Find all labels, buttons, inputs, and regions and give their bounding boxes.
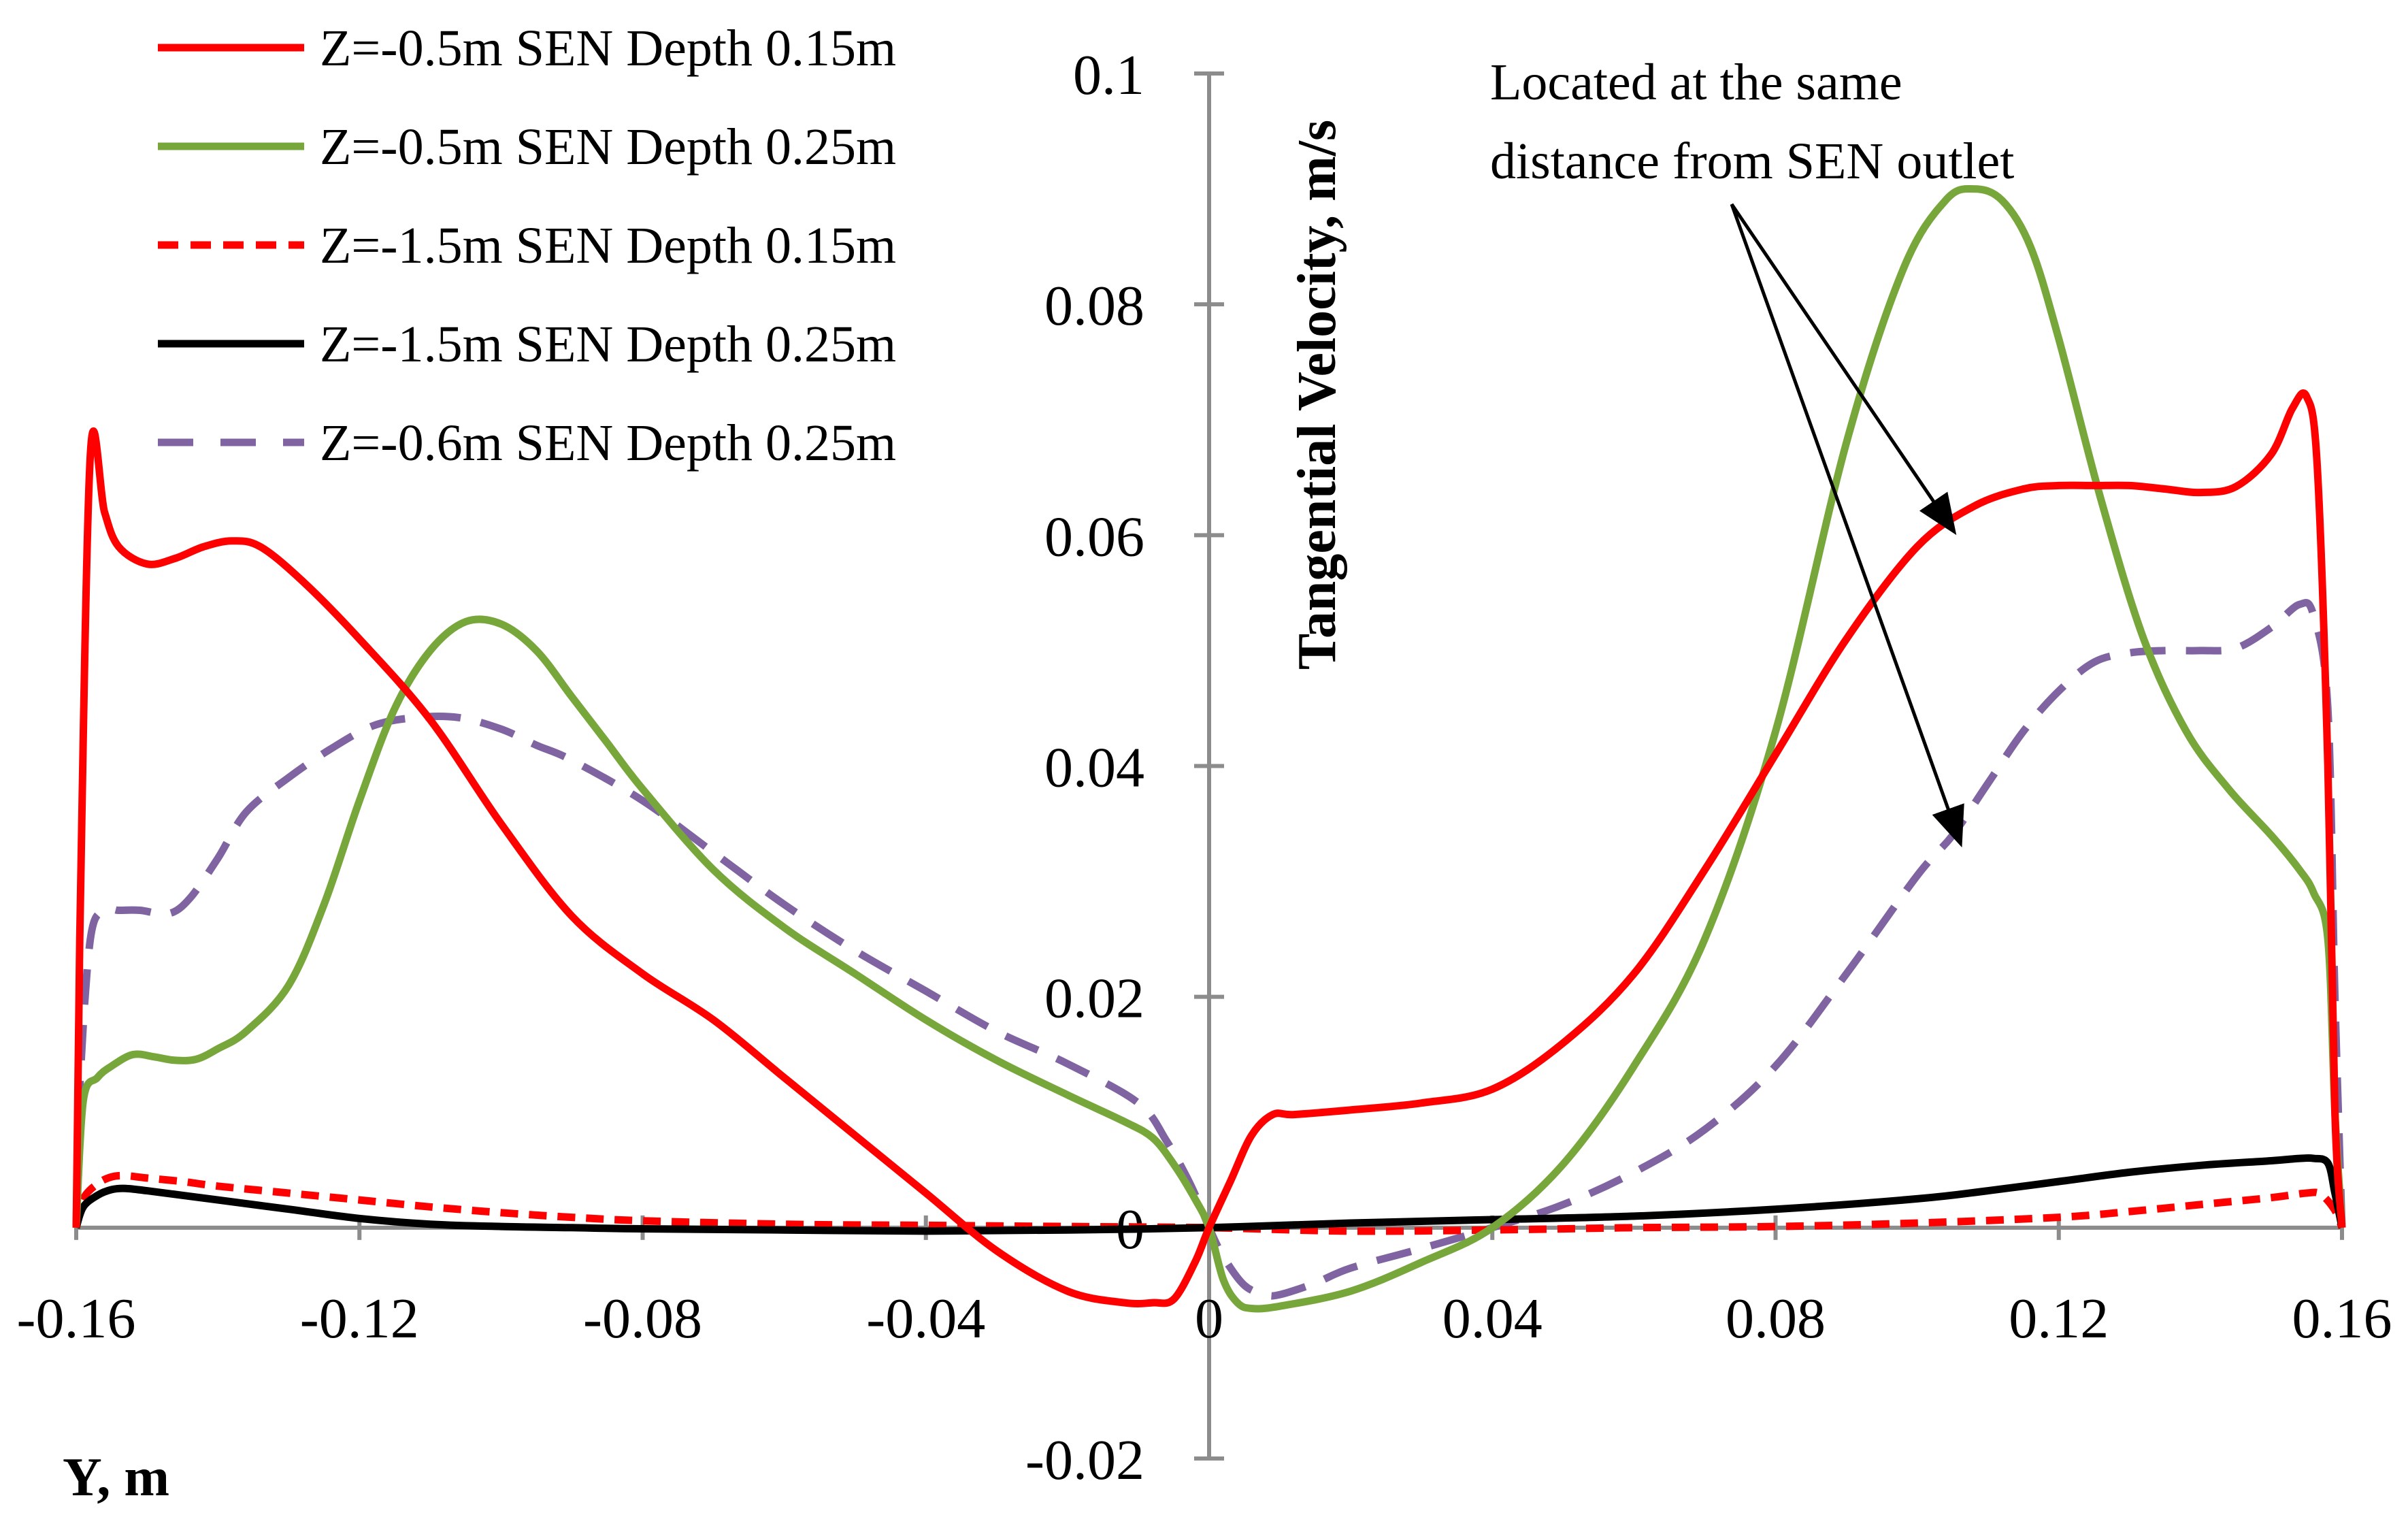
x-tick-label: -0.08: [583, 1287, 702, 1350]
y-tick-label: 0.06: [1044, 505, 1144, 568]
series-line-5: [72, 599, 2346, 1300]
legend-label-5: Z=-0.6m SEN Depth 0.25m: [320, 414, 896, 472]
x-axis-title: Y, m: [63, 1448, 169, 1508]
annotation-line-2: distance from SEN outlet: [1490, 133, 2014, 190]
series-line-2: [72, 184, 2346, 1313]
series-line-4: [72, 1154, 2346, 1235]
y-tick-label: 0.08: [1044, 274, 1144, 338]
legend-label-3: Z=-1.5m SEN Depth 0.15m: [320, 217, 896, 274]
annotation-line-1: Located at the same: [1490, 54, 1902, 111]
y-tick-label: -0.02: [1025, 1429, 1144, 1492]
x-tick-label: -0.04: [866, 1287, 985, 1350]
series-line-1: [72, 389, 2346, 1308]
x-tick-label: 0.08: [1726, 1287, 1826, 1350]
x-tick-label: 0.12: [2009, 1287, 2109, 1350]
legend: Z=-0.5m SEN Depth 0.15m Z=-0.5m SEN Depth…: [158, 20, 896, 472]
x-tick-label: -0.16: [17, 1287, 136, 1350]
legend-label-1: Z=-0.5m SEN Depth 0.15m: [320, 20, 896, 77]
series-line-3: [72, 1171, 2346, 1235]
series-layer: [72, 184, 2346, 1313]
annotation-arrow-2: [1730, 203, 1964, 848]
axes: -0.16 -0.12 -0.08 -0.04 0 0.04 0.08 0.12 0.16 -0.…: [17, 44, 2392, 1492]
y-axis-title: Tangential Velocity, m/s: [1287, 120, 1347, 670]
annotation: Located at the same distance from SEN ou…: [1490, 54, 2014, 848]
x-tick-label: 0.04: [1442, 1287, 1543, 1350]
x-tick-label: 0.16: [2292, 1287, 2392, 1350]
legend-label-4: Z=-1.5m SEN Depth 0.25m: [320, 316, 896, 373]
x-tick-label: -0.12: [300, 1287, 419, 1350]
y-tick-label: 0.04: [1044, 736, 1144, 800]
annotation-arrow-1: [1730, 203, 1957, 536]
y-tick-label: 0.02: [1044, 967, 1144, 1030]
legend-label-2: Z=-0.5m SEN Depth 0.25m: [320, 118, 896, 176]
x-tick-label: 0: [1195, 1287, 1223, 1350]
y-tick-label: 0.1: [1073, 44, 1144, 107]
